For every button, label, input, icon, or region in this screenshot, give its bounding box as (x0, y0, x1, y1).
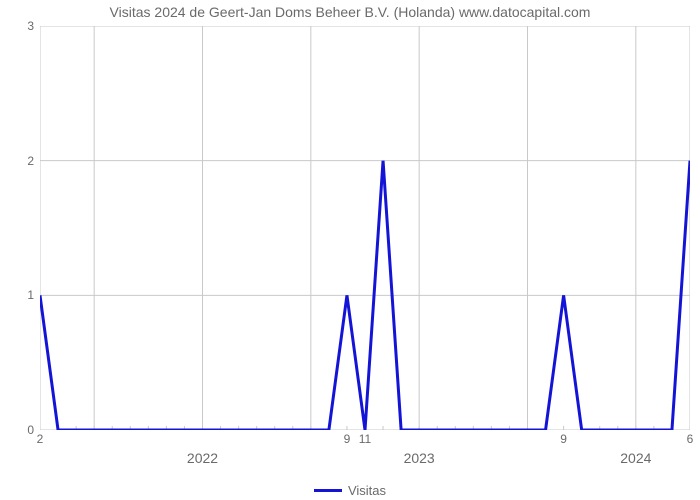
legend: Visitas (0, 483, 700, 498)
y-tick-label: 1 (27, 288, 34, 302)
legend-label: Visitas (348, 483, 386, 498)
x-tick-label: 9 (344, 432, 351, 446)
x-tick-label: 11 (359, 432, 371, 446)
x-tick-label: 9 (560, 432, 567, 446)
chart-title: Visitas 2024 de Geert-Jan Doms Beheer B.… (0, 4, 700, 20)
y-tick-label: 3 (27, 19, 34, 33)
x-tick-label: 2024 (620, 450, 651, 466)
x-axis: 2 2022 9 11 2023 9 2024 6 (0, 432, 700, 472)
x-tick-label: 6 (687, 432, 694, 446)
y-tick-label: 2 (27, 154, 34, 168)
y-axis: 0123 (0, 0, 40, 500)
x-tick-label: 2 (37, 432, 44, 446)
plot-area (40, 26, 690, 430)
x-tick-label: 2022 (187, 450, 218, 466)
legend-line-icon (314, 489, 342, 492)
x-tick-label: 2023 (404, 450, 435, 466)
chart-container: { "chart": { "type": "line", "title": "V… (0, 0, 700, 500)
